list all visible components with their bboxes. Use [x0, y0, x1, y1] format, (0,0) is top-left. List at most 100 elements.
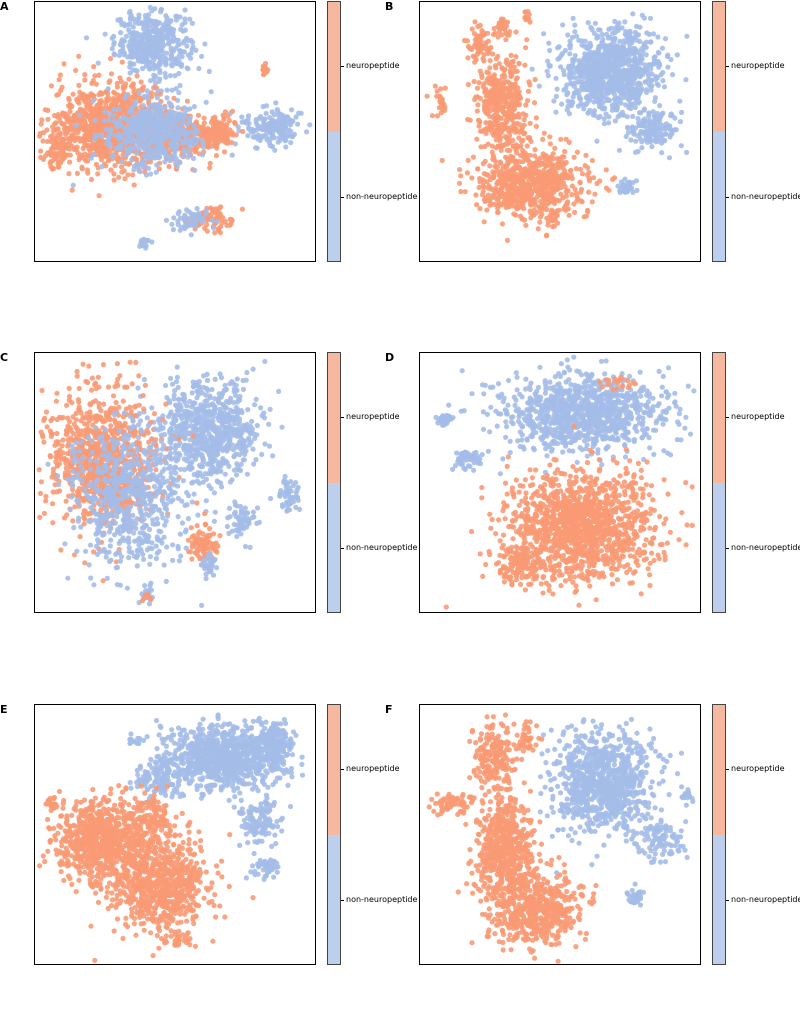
- scatter-point: [614, 104, 621, 110]
- scatter-point: [575, 196, 581, 202]
- scatter-point: [169, 87, 175, 93]
- scatter-point: [565, 199, 571, 205]
- scatter-point: [653, 73, 659, 79]
- scatter-point: [219, 220, 225, 226]
- scatter-point: [532, 177, 538, 183]
- scatter-point: [631, 94, 637, 100]
- scatter-point: [196, 210, 202, 216]
- scatter-point: [613, 55, 620, 61]
- scatter-point: [533, 123, 539, 129]
- scatter-point: [129, 118, 135, 124]
- scatter-point: [162, 159, 168, 165]
- scatter-point: [507, 114, 513, 120]
- scatter-point: [657, 103, 663, 109]
- colorbar-label-neuropeptide: neuropeptide: [346, 61, 400, 70]
- scatter-point: [513, 29, 519, 35]
- scatter-point: [648, 83, 654, 89]
- scatter-point: [202, 225, 208, 231]
- scatter-point: [123, 152, 129, 158]
- scatter-point: [138, 57, 144, 63]
- scatter-point: [147, 48, 153, 54]
- scatter-point: [126, 161, 132, 167]
- scatter-point: [527, 82, 533, 88]
- scatter-point: [240, 128, 246, 135]
- scatter-point: [131, 16, 137, 22]
- scatter-point: [479, 192, 485, 198]
- scatter-point: [118, 79, 124, 85]
- scatter-point: [114, 84, 120, 90]
- scatter-point: [273, 100, 279, 106]
- scatter-point: [118, 134, 124, 140]
- scatter-point: [610, 36, 616, 43]
- scatter-point: [90, 78, 96, 84]
- panel-letter: A: [0, 0, 9, 13]
- scatter-point: [624, 38, 630, 44]
- scatter-point: [226, 118, 232, 124]
- scatter-point: [96, 92, 102, 98]
- scatter-point: [166, 163, 172, 170]
- scatter-point: [567, 42, 574, 48]
- scatter-point: [630, 11, 636, 17]
- scatter-point: [512, 68, 518, 74]
- scatter-point: [523, 222, 529, 228]
- scatter-point: [496, 202, 502, 208]
- scatter-point: [547, 63, 553, 69]
- scatter-point: [509, 171, 515, 177]
- scatter-point: [508, 52, 514, 59]
- scatter-point: [639, 46, 645, 52]
- scatter-point: [621, 57, 627, 63]
- scatter-point: [229, 108, 236, 114]
- scatter-point: [526, 168, 532, 174]
- scatter-point: [620, 182, 626, 188]
- scatter-point: [140, 65, 146, 72]
- colorbar: [327, 1, 341, 262]
- scatter-point: [481, 219, 487, 225]
- scatter-point: [262, 116, 268, 122]
- scatter-point: [187, 150, 193, 156]
- scatter-point: [122, 176, 128, 182]
- scatter-point: [510, 154, 516, 160]
- scatter-point: [527, 208, 533, 214]
- scatter-point: [531, 187, 537, 193]
- scatter-point: [508, 92, 515, 98]
- scatter-point: [502, 111, 508, 117]
- scatter-point: [584, 172, 591, 178]
- scatter-point: [531, 100, 538, 106]
- scatter-point: [157, 67, 163, 74]
- scatter-point: [523, 15, 529, 21]
- scatter-point: [523, 45, 529, 51]
- scatter-point: [469, 175, 475, 181]
- scatter-point: [169, 32, 175, 38]
- scatter-point: [119, 21, 125, 28]
- scatter-point: [672, 115, 678, 121]
- scatter-point: [188, 55, 194, 61]
- scatter-point: [152, 125, 159, 131]
- scatter-point: [172, 73, 178, 79]
- scatter-point: [555, 56, 561, 62]
- scatter-point: [67, 125, 73, 131]
- scatter-point: [194, 216, 200, 222]
- scatter-point: [221, 116, 227, 123]
- scatter-point: [277, 127, 283, 133]
- panel-letter: B: [385, 0, 394, 13]
- scatter-point: [569, 183, 575, 189]
- scatter-point: [91, 93, 97, 99]
- scatter-point: [432, 83, 438, 89]
- scatter-point: [54, 144, 61, 150]
- scatter-point: [214, 145, 220, 151]
- scatter-point: [646, 117, 653, 123]
- scatter-point: [522, 9, 528, 15]
- scatter-point: [39, 117, 45, 123]
- scatter-point: [245, 116, 251, 122]
- scatter-point: [511, 120, 517, 126]
- scatter-point: [492, 63, 498, 69]
- scatter-plot-area: [34, 352, 316, 613]
- scatter-point: [137, 169, 143, 175]
- scatter-point: [229, 152, 235, 158]
- scatter-point: [479, 74, 485, 80]
- scatter-point: [461, 37, 468, 44]
- scatter-point: [527, 159, 533, 165]
- scatter-point: [660, 110, 666, 116]
- scatter-point: [201, 115, 207, 121]
- scatter-point: [632, 149, 639, 155]
